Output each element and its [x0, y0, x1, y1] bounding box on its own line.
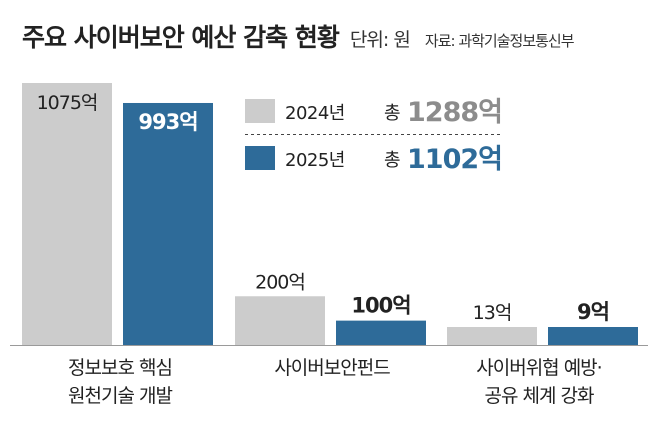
data-label-2024-0: 1075억 — [37, 92, 98, 114]
data-label-2025-1: 100억 — [351, 294, 410, 318]
category-label-2-0: 사이버위협 예방· — [476, 357, 601, 379]
legend-label-1: 2025년 — [285, 150, 345, 171]
category-label-0-1: 원천기술 개발 — [68, 385, 172, 407]
source-label: 자료: 과학기술정보통신부 — [424, 32, 575, 50]
bar-2024-1 — [235, 296, 325, 345]
chart-header: 주요 사이버보안 예산 감축 현황 단위: 원 자료: 과학기술정보통신부 — [22, 18, 648, 62]
legend-total-prefix-0: 총 — [384, 103, 401, 124]
bar-2024-2 — [447, 327, 537, 345]
bar-2024-0 — [22, 83, 112, 345]
chart-title: 주요 사이버보안 예산 감축 현황 — [22, 23, 340, 52]
category-label-0-0: 정보보호 핵심 — [68, 357, 172, 379]
legend-label-0: 2024년 — [285, 103, 345, 124]
legend-total-1: 1102억 — [407, 144, 502, 175]
category-label-2-1: 공유 체계 강화 — [485, 385, 594, 407]
data-label-2024-2: 13억 — [473, 302, 512, 324]
data-label-2025-2: 9억 — [577, 300, 609, 324]
data-label-2024-1: 200억 — [255, 271, 305, 293]
bar-2025-1 — [336, 320, 426, 345]
bar-2025-2 — [548, 327, 638, 345]
bar-2025-0 — [123, 102, 213, 346]
legend-total-0: 1288억 — [407, 97, 502, 128]
unit-label: 단위: 원 — [349, 29, 411, 51]
legend-total-prefix-1: 총 — [384, 150, 401, 171]
legend-swatch-1 — [245, 146, 275, 170]
category-label-1-0: 사이버보안펀드 — [274, 357, 390, 379]
legend-swatch-0 — [245, 99, 275, 123]
data-label-2025-0: 993억 — [138, 110, 197, 134]
